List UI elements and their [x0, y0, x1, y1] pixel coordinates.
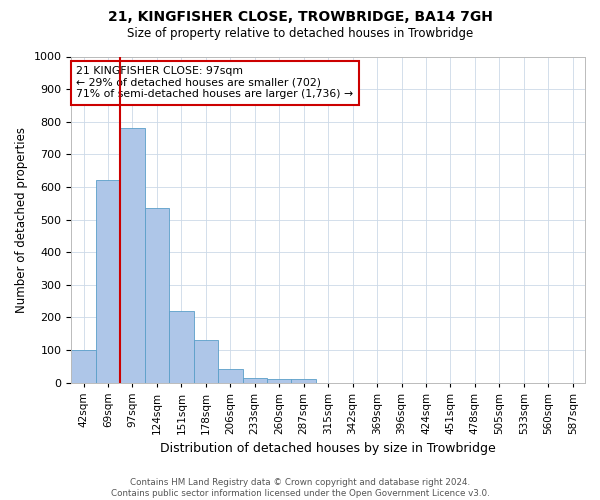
Bar [120, 128, 145, 382]
Text: 21 KINGFISHER CLOSE: 97sqm
← 29% of detached houses are smaller (702)
71% of sem: 21 KINGFISHER CLOSE: 97sqm ← 29% of deta… [76, 66, 353, 100]
Y-axis label: Number of detached properties: Number of detached properties [15, 126, 28, 312]
Bar [96, 180, 120, 382]
X-axis label: Distribution of detached houses by size in Trowbridge: Distribution of detached houses by size … [160, 442, 496, 455]
Bar [267, 380, 292, 382]
Bar [71, 350, 96, 382]
Text: Size of property relative to detached houses in Trowbridge: Size of property relative to detached ho… [127, 28, 473, 40]
Bar [194, 340, 218, 382]
Bar [218, 370, 242, 382]
Bar [292, 380, 316, 382]
Text: Contains HM Land Registry data © Crown copyright and database right 2024.
Contai: Contains HM Land Registry data © Crown c… [110, 478, 490, 498]
Text: 21, KINGFISHER CLOSE, TROWBRIDGE, BA14 7GH: 21, KINGFISHER CLOSE, TROWBRIDGE, BA14 7… [107, 10, 493, 24]
Bar [169, 311, 194, 382]
Bar [242, 378, 267, 382]
Bar [145, 208, 169, 382]
